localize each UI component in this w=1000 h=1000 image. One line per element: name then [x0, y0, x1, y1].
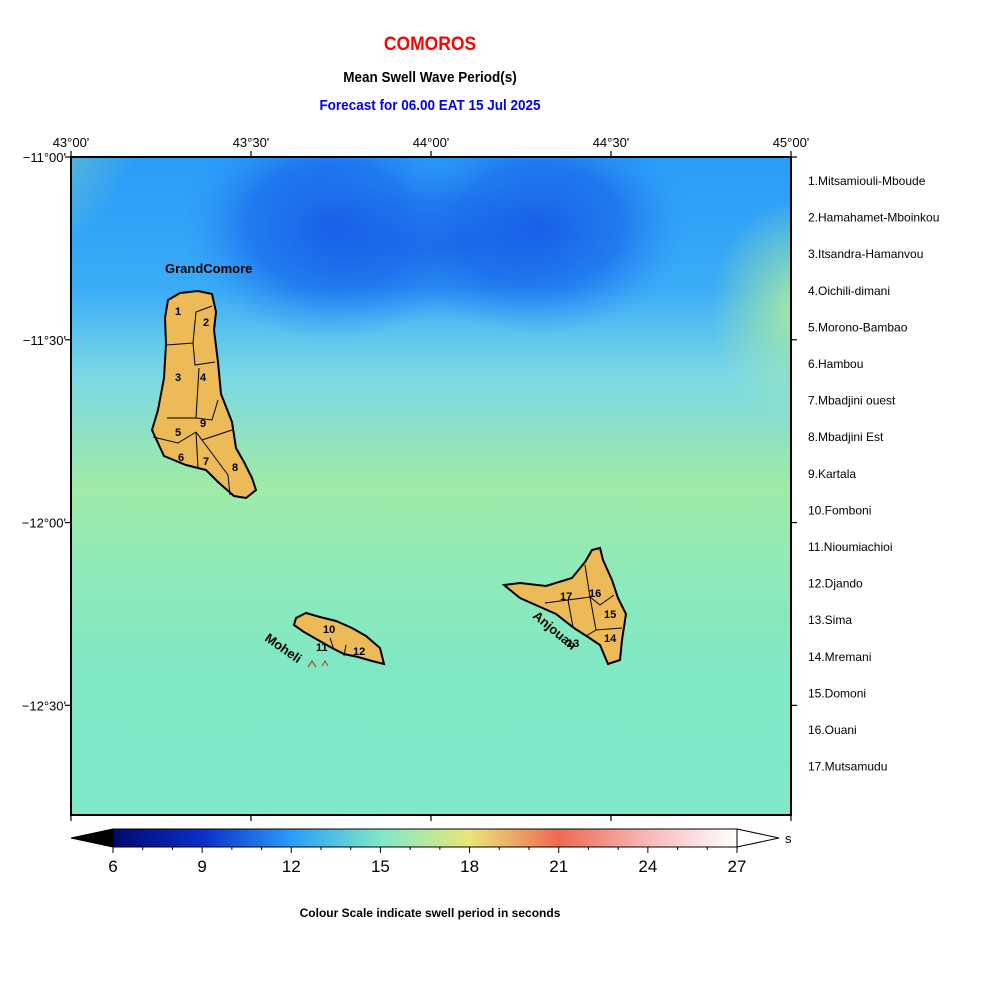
region-legend-item: 1.Mitsamiouli-Mboude [808, 174, 926, 188]
svg-text:3: 3 [175, 372, 181, 384]
colorbar-tick-label: 27 [728, 857, 747, 876]
grand-comore-island: 1 2 3 4 5 9 6 7 8 GrandComore [150, 261, 258, 500]
region-legend-item: 14.Mremani [808, 650, 871, 664]
region-legend-item: 16.Ouani [808, 723, 857, 737]
svg-text:14: 14 [604, 633, 617, 645]
colorbar-over-arrow [736, 828, 780, 848]
colorbar-ramp [113, 829, 737, 847]
region-legend-item: 5.Morono-Bambao [808, 320, 908, 334]
svg-text:4: 4 [200, 372, 207, 384]
colorbar-tick-label: 21 [549, 857, 568, 876]
region-legend-item: 3.Itsandra-Hamanvou [808, 247, 923, 261]
region-legend-item: 8.Mbadjini Est [808, 430, 884, 444]
region-legend-item: 7.Mbadjini ouest [808, 394, 896, 408]
svg-text:15: 15 [604, 609, 616, 621]
colorbar-tick-label: 6 [108, 857, 117, 876]
grand-comore-label: GrandComore [165, 261, 252, 276]
svg-text:16: 16 [589, 588, 601, 600]
colorbar-tick-label: 24 [638, 857, 657, 876]
lat-tick-label: −11°00' [23, 150, 66, 165]
colorbar-tick-label: 9 [197, 857, 206, 876]
svg-text:8: 8 [232, 462, 238, 474]
region-legend-item: 2.Hamahamet-Mboinkou [808, 211, 939, 225]
svg-text:9: 9 [200, 418, 206, 430]
lon-tick-label: 43°00' [53, 135, 90, 150]
svg-text:10: 10 [323, 624, 335, 636]
colorbar-under-arrow [71, 829, 113, 847]
lat-tick-label: −12°00' [22, 516, 66, 531]
lat-tick-label: −11°30' [23, 333, 66, 348]
svg-text:17: 17 [560, 591, 572, 603]
svg-text:11: 11 [316, 642, 328, 654]
svg-text:2: 2 [203, 317, 209, 329]
svg-text:13: 13 [567, 638, 579, 650]
region-legend-item: 11.Nioumiachioi [808, 540, 893, 554]
region-legend-item: 10.Fomboni [808, 503, 871, 517]
region-legend: 1.Mitsamiouli-Mboude 2.Hamahamet-Mboinkou… [808, 174, 939, 774]
lon-tick-label: 45°00' [773, 135, 810, 150]
region-legend-item: 9.Kartala [808, 467, 856, 481]
svg-text:5: 5 [175, 427, 181, 439]
region-legend-item: 6.Hambou [808, 357, 863, 371]
lon-tick-label: 44°30' [593, 135, 630, 150]
swell-period-field [71, 157, 791, 815]
svg-text:12: 12 [353, 646, 365, 658]
colorbar-tick-label: 15 [371, 857, 390, 876]
region-legend-item: 17.Mutsamudu [808, 760, 887, 774]
colorbar: 6 9 12 15 18 21 24 27 s Colour Scale indicate s… [70, 828, 792, 920]
colorbar-tick-label: 18 [460, 857, 479, 876]
lon-tick-label: 43°30' [233, 135, 270, 150]
map-axes: 43°00' 43°30' 44°00' 44°30' 45°00' −11°00' −11… [22, 135, 810, 821]
svg-text:1: 1 [175, 306, 181, 318]
map-subtitle: Mean Swell Wave Period(s) [343, 69, 517, 86]
colorbar-tick-label: 12 [282, 857, 301, 876]
colorbar-unit: s [785, 831, 792, 846]
region-legend-item: 13.Sima [808, 613, 852, 627]
region-legend-item: 15.Domoni [808, 686, 866, 700]
colorbar-caption: Colour Scale indicate swell period in se… [300, 906, 561, 920]
region-legend-item: 4.Oichili-dimani [808, 284, 890, 298]
map-title: COMOROS [383, 34, 477, 55]
lat-tick-label: −12°30' [22, 698, 66, 713]
region-legend-item: 12.Djando [808, 577, 863, 591]
svg-text:6: 6 [178, 452, 184, 464]
svg-text:7: 7 [203, 456, 209, 468]
lon-tick-label: 44°00' [413, 135, 450, 150]
forecast-time: Forecast for 06.00 EAT 15 Jul 2025 [319, 97, 541, 114]
